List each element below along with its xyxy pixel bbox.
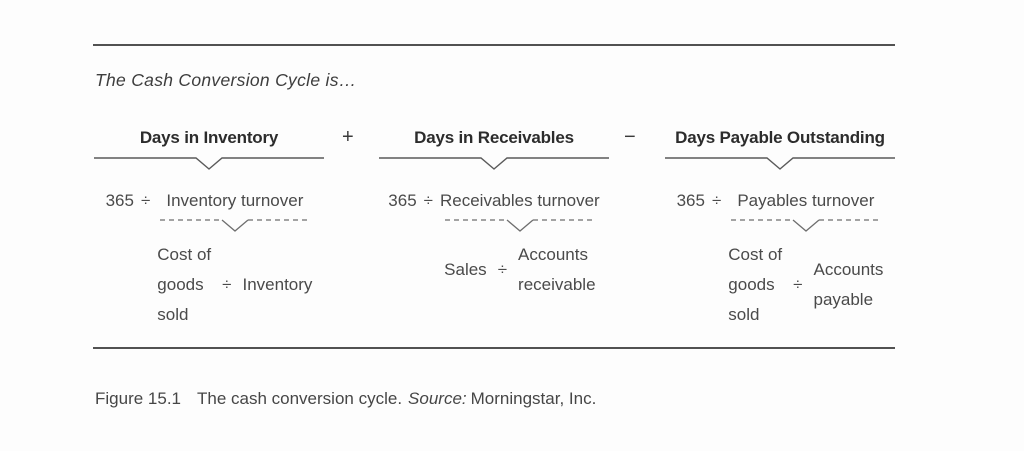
term-line: payable xyxy=(813,290,874,309)
formula-denominator: Receivables turnover xyxy=(440,191,600,210)
ratio-right-term: Inventory xyxy=(242,270,312,300)
term-line: sold xyxy=(157,305,189,324)
term-line: Cost of xyxy=(728,245,783,264)
underbrace-graphic xyxy=(379,157,609,170)
formula-denominator: Inventory turnover xyxy=(166,191,304,210)
divide-sign: ÷ xyxy=(222,275,232,294)
column-days-payable-outstanding: Days Payable Outstanding 365 ÷ Payables … xyxy=(663,129,897,330)
divide-sign: ÷ xyxy=(711,191,722,210)
underbrace-graphic xyxy=(665,157,895,170)
column-heading: Days in Inventory xyxy=(139,128,279,147)
term-line: Accounts xyxy=(813,260,884,279)
ratio-left-term: Cost of goods sold xyxy=(728,240,782,330)
formula-denominator: Payables turnover xyxy=(737,191,875,210)
dashed-underbrace-graphic xyxy=(159,219,310,232)
term-line: Inventory xyxy=(242,275,313,294)
minus-operator: − xyxy=(624,126,636,148)
divide-sign: ÷ xyxy=(497,260,508,279)
source-value: Morningstar, Inc. xyxy=(470,389,597,408)
formula-numerator: 365 xyxy=(676,191,705,210)
term-line: receivable xyxy=(518,275,596,294)
top-rule xyxy=(93,44,895,46)
term-line: Accounts xyxy=(518,245,588,264)
caption-text: The cash conversion cycle. xyxy=(197,389,403,408)
ratio-right-term: Accounts payable xyxy=(813,255,883,315)
figure-number: Figure 15.1 xyxy=(95,389,181,408)
dashed-underbrace-graphic xyxy=(730,219,881,232)
bottom-rule xyxy=(93,347,895,349)
figure-lead-in-title: The Cash Conversion Cycle is… xyxy=(95,70,357,90)
divide-sign: ÷ xyxy=(140,191,151,210)
plus-operator: + xyxy=(342,126,354,148)
turnover-formula: 365 ÷ Payables turnover Cost of goods so… xyxy=(677,191,884,330)
column-heading: Days Payable Outstanding xyxy=(675,128,885,147)
figure-caption: Figure 15.1 The cash conversion cycle. Sou… xyxy=(95,389,596,409)
turnover-formula: 365 ÷ Inventory turnover Cost of goods s… xyxy=(106,191,313,330)
ratio-left-term: Cost of goods sold xyxy=(157,240,211,330)
turnover-formula: 365 ÷ Receivables turnover Sales ÷ Accou… xyxy=(388,191,599,300)
denominator-block: Inventory turnover Cost of goods sold ÷ … xyxy=(157,191,312,330)
ratio-right-term: Accounts receivable xyxy=(518,240,596,300)
column-heading: Days in Receivables xyxy=(414,128,574,147)
component-ratio: Cost of goods sold ÷ Inventory xyxy=(157,240,312,330)
dashed-underbrace-graphic xyxy=(444,219,595,232)
column-days-in-receivables: Days in Receivables 365 ÷ Receivables tu… xyxy=(378,129,610,300)
component-ratio: Cost of goods sold ÷ Accounts payable xyxy=(728,240,883,330)
term-line: Cost of xyxy=(157,245,212,264)
term-line: goods xyxy=(728,275,775,294)
denominator-block: Payables turnover Cost of goods sold ÷ A… xyxy=(728,191,883,330)
source-label: Source: xyxy=(408,389,467,408)
component-ratio: Sales ÷ Accounts receivable xyxy=(444,240,595,300)
divide-sign: ÷ xyxy=(423,191,433,210)
formula-numerator: 365 xyxy=(388,191,417,210)
column-days-in-inventory: Days in Inventory 365 ÷ Inventory turnov… xyxy=(93,129,325,330)
term-line: Sales xyxy=(444,260,487,279)
denominator-block: Receivables turnover Sales ÷ Accounts re… xyxy=(440,191,600,300)
ratio-left-term: Sales xyxy=(444,255,487,285)
term-line: sold xyxy=(728,305,760,324)
formula-numerator: 365 xyxy=(105,191,134,210)
underbrace-graphic xyxy=(94,157,324,170)
term-line: goods xyxy=(157,275,204,294)
divide-sign: ÷ xyxy=(793,275,803,294)
